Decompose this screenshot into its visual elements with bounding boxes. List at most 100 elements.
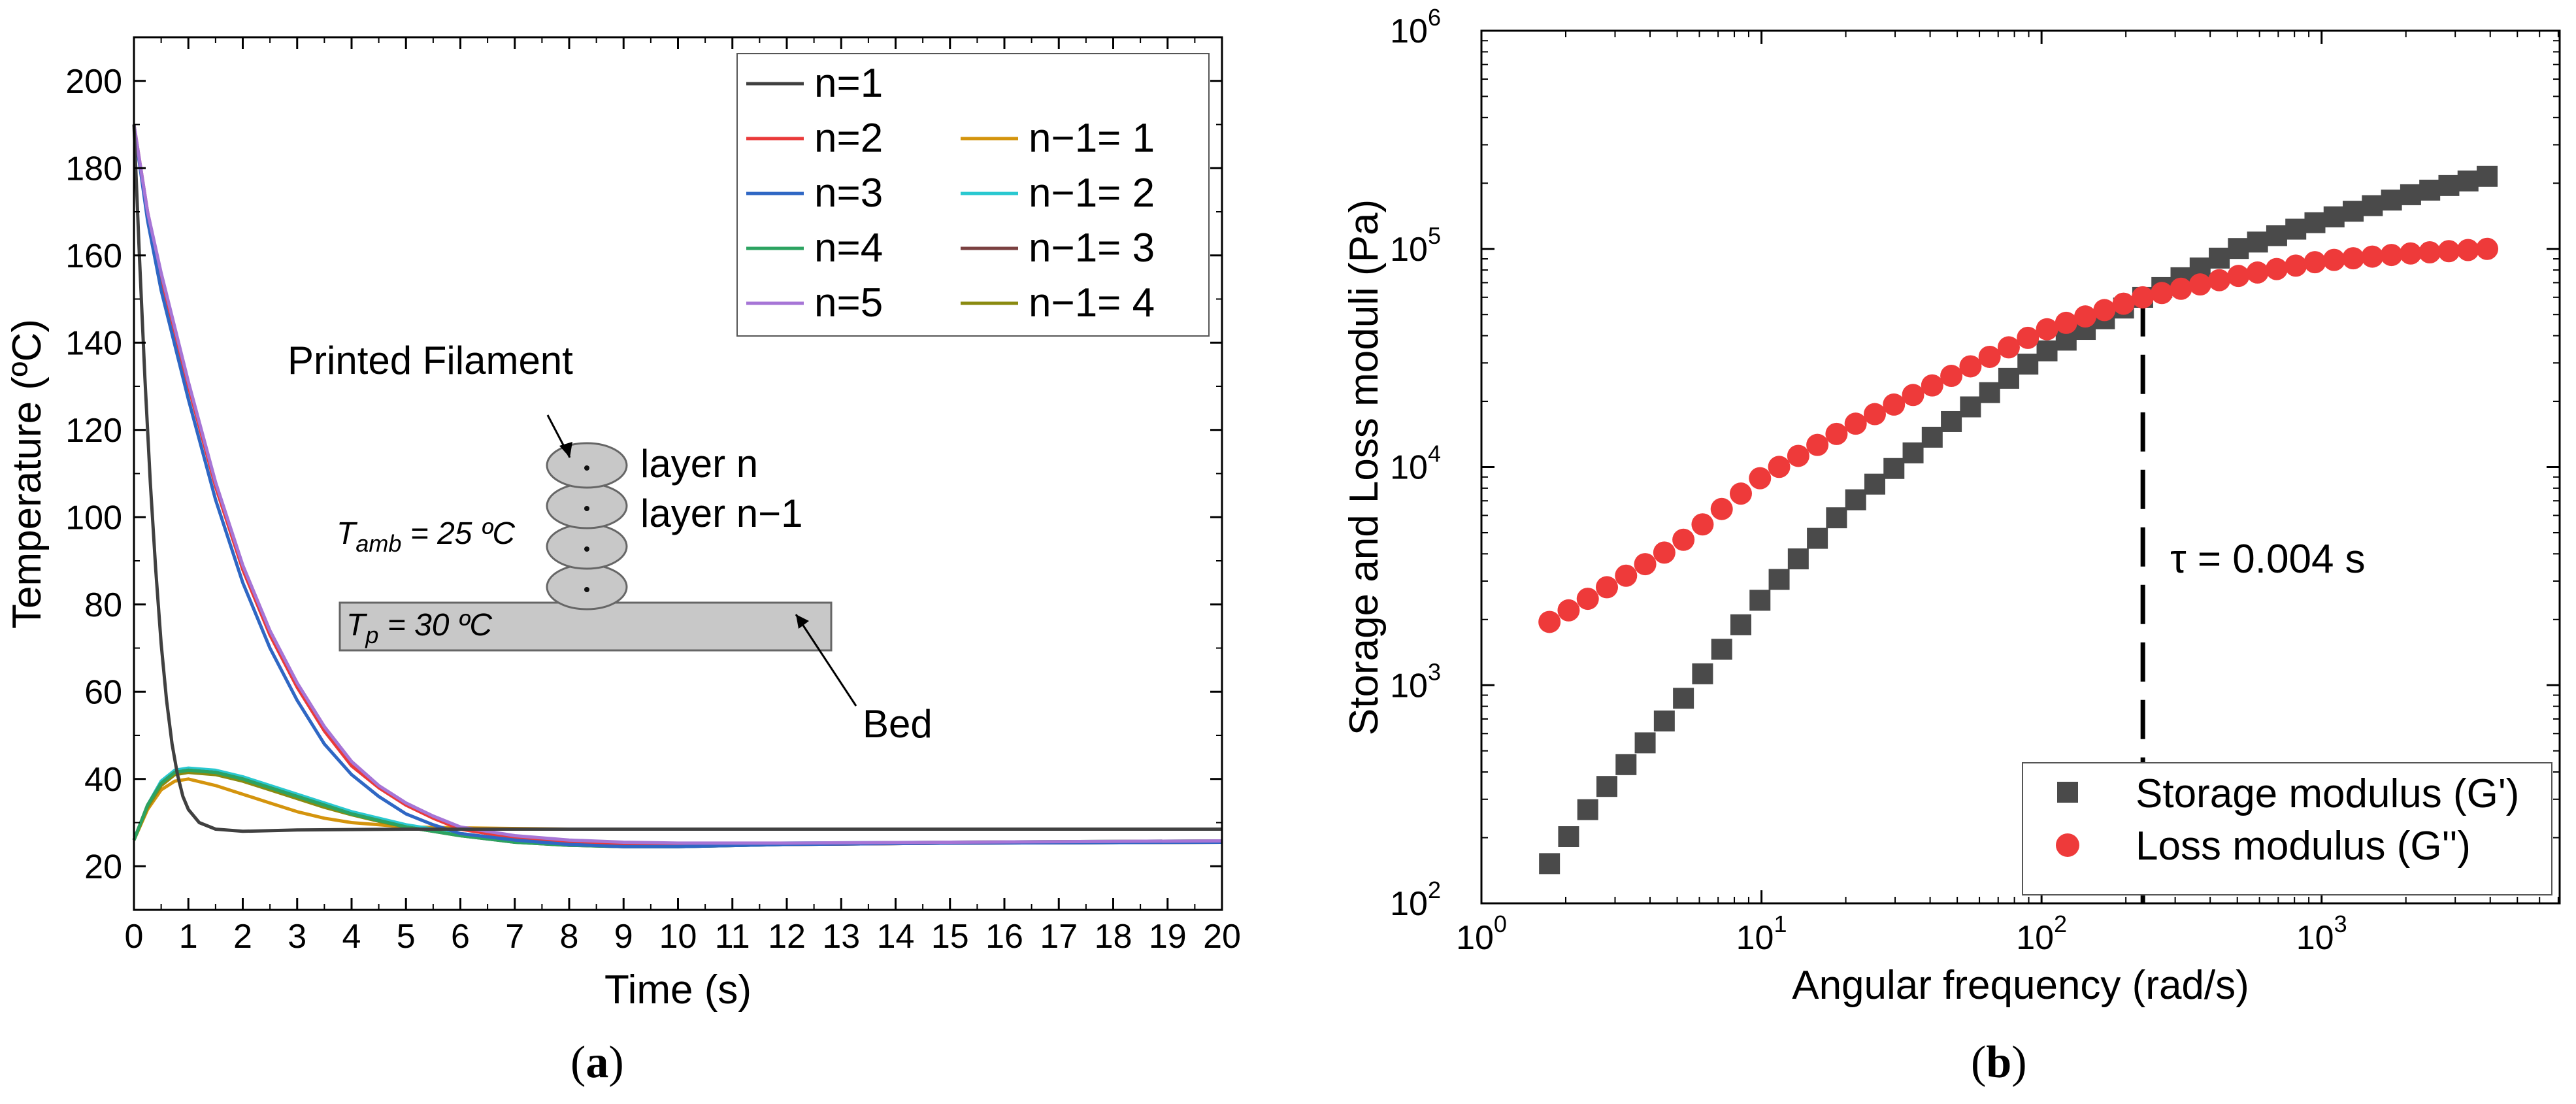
legend-box bbox=[2022, 762, 2552, 895]
inset-schematic: Printed Filament layer n layer n−1 Tamb … bbox=[288, 339, 933, 746]
loss-marker bbox=[1768, 456, 1791, 478]
x-tick-label: 10 bbox=[659, 918, 697, 956]
storage-marker bbox=[1692, 663, 1713, 684]
x-tick-label: 102 bbox=[2016, 911, 2067, 957]
loss-marker bbox=[1596, 576, 1619, 599]
storage-marker bbox=[1787, 548, 1809, 570]
x-tick-label: 101 bbox=[1736, 911, 1787, 957]
loss-marker bbox=[2476, 237, 2499, 260]
panel-a-ylabel: Temperature (ºC) bbox=[5, 319, 50, 629]
loss-marker bbox=[1710, 497, 1733, 520]
series-line bbox=[132, 766, 1223, 846]
storage-marker bbox=[1826, 507, 1847, 529]
storage-marker bbox=[1768, 569, 1790, 590]
panel-b-caption: (b) bbox=[1971, 1037, 2027, 1088]
legend-label: n=4 bbox=[814, 226, 883, 271]
loss-marker bbox=[1691, 513, 1714, 536]
loss-marker bbox=[2265, 258, 2288, 280]
loss-marker bbox=[1653, 541, 1676, 564]
storage-marker bbox=[1807, 527, 1828, 549]
legend-label: n=5 bbox=[814, 280, 883, 326]
inset-layer-n: layer n bbox=[640, 442, 758, 486]
bed-arrowhead bbox=[796, 614, 809, 629]
panel-a-xlabel: Time (s) bbox=[604, 967, 751, 1012]
storage-marker bbox=[1539, 853, 1560, 875]
filament-dot bbox=[584, 465, 589, 471]
loss-marker bbox=[1997, 336, 2020, 359]
loss-marker bbox=[2285, 254, 2307, 277]
legend-label-storage: Storage modulus (G') bbox=[2136, 771, 2519, 816]
storage-marker bbox=[2228, 238, 2249, 259]
x-tick-label: 1 bbox=[179, 918, 198, 956]
storage-marker bbox=[1615, 754, 1637, 775]
y-tick-label: 104 bbox=[1390, 441, 1441, 487]
storage-marker bbox=[1634, 732, 1656, 754]
storage-marker bbox=[2457, 170, 2479, 192]
storage-marker bbox=[2323, 206, 2345, 227]
loss-marker bbox=[1787, 444, 1809, 467]
inset-t-p: Tp = 30 ºC bbox=[346, 608, 492, 648]
loss-marker bbox=[1749, 467, 1772, 490]
x-tick-label: 5 bbox=[397, 918, 416, 956]
storage-marker bbox=[2438, 175, 2460, 196]
series-line bbox=[132, 124, 1223, 845]
x-tick-label: 7 bbox=[505, 918, 524, 956]
series-line bbox=[132, 768, 1223, 848]
series-line bbox=[132, 771, 1223, 846]
storage-marker bbox=[2304, 212, 2326, 233]
legend-label-loss: Loss modulus (G'') bbox=[2136, 824, 2471, 869]
loss-marker bbox=[1844, 412, 1867, 435]
panel-b-xlabel: Angular frequency (rad/s) bbox=[1792, 963, 2249, 1008]
x-tick-label: 20 bbox=[1203, 918, 1241, 956]
series-line bbox=[132, 768, 1223, 848]
storage-marker bbox=[2362, 195, 2383, 216]
loss-marker bbox=[2170, 277, 2192, 300]
panel-a-legend: n=1 n=2 n−1= 1 n=3 n−1= 2 n=4 n−1= 3 n=5 n−1= 4 bbox=[736, 53, 1210, 337]
y-tick-label: 180 bbox=[65, 150, 122, 188]
x-tick-label: 15 bbox=[931, 918, 969, 956]
x-tick-label: 0 bbox=[125, 918, 144, 956]
storage-marker bbox=[2036, 340, 2058, 361]
loss-marker bbox=[2419, 241, 2441, 264]
panel-a-series bbox=[132, 124, 1223, 848]
loss-marker bbox=[1863, 403, 1886, 426]
x-tick-label: 4 bbox=[342, 918, 361, 956]
storage-marker bbox=[1979, 382, 2000, 403]
panel-a-caption: (a) bbox=[570, 1037, 624, 1088]
storage-marker bbox=[1902, 442, 1924, 463]
loss-marker bbox=[1672, 528, 1695, 551]
storage-marker bbox=[1941, 410, 1962, 432]
loss-marker bbox=[1883, 393, 1906, 416]
storage-marker bbox=[1653, 711, 1675, 732]
loss-marker bbox=[2208, 269, 2231, 292]
loss-marker bbox=[1978, 345, 2001, 368]
storage-marker bbox=[2247, 231, 2268, 253]
y-tick-label: 40 bbox=[84, 761, 122, 799]
x-tick-label: 9 bbox=[614, 918, 633, 956]
storage-marker bbox=[1960, 396, 1981, 418]
legend-label: n=2 bbox=[814, 116, 883, 161]
y-tick-label: 140 bbox=[65, 324, 122, 362]
loss-marker bbox=[2456, 239, 2479, 261]
loss-marker bbox=[2322, 248, 2345, 271]
loss-marker bbox=[1959, 355, 1982, 378]
loss-marker bbox=[1557, 599, 1580, 622]
storage-marker bbox=[2477, 165, 2498, 187]
x-tick-label: 11 bbox=[715, 918, 750, 956]
x-tick-label: 3 bbox=[288, 918, 306, 956]
x-tick-label: 16 bbox=[985, 918, 1023, 956]
y-tick-label: 102 bbox=[1390, 877, 1441, 923]
loss-marker bbox=[2017, 326, 2039, 349]
loss-marker bbox=[2380, 244, 2403, 267]
inset-layer-n1: layer n−1 bbox=[640, 492, 803, 535]
x-tick-label: 8 bbox=[560, 918, 579, 956]
storage-marker bbox=[1558, 826, 1579, 848]
legend-entries: n=1 n=2 n−1= 1 n=3 n−1= 2 n=4 n−1= 3 n=5 n−1= 4 bbox=[746, 61, 1155, 326]
loss-marker bbox=[1538, 611, 1561, 633]
loss-marker bbox=[2342, 247, 2365, 270]
y-tick-label: 120 bbox=[65, 412, 122, 450]
panel-b-axes: 100 101 102 103 102 103 104 105 106 bbox=[1390, 4, 2560, 957]
x-tick-label: 19 bbox=[1149, 918, 1187, 956]
x-tick-label: 17 bbox=[1040, 918, 1078, 956]
